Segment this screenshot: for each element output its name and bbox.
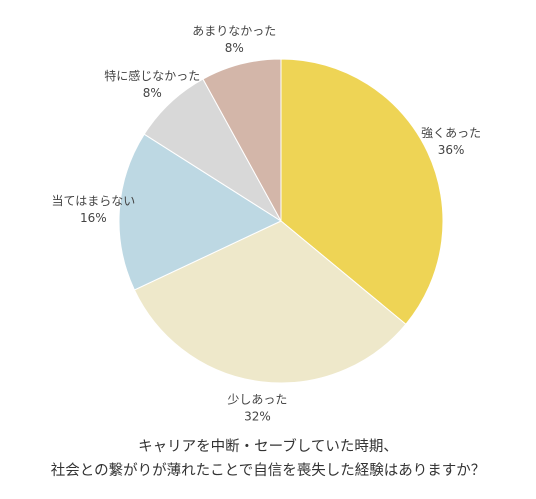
- chart-title-line-1: キャリアを中断・セーブしていた時期、: [138, 439, 398, 455]
- slice-value-3: 8%: [143, 86, 162, 100]
- slice-value-4: 8%: [225, 41, 244, 55]
- slice-label-2: 当てはまらない: [51, 194, 135, 208]
- slice-value-1: 32%: [244, 410, 271, 424]
- pie-slice-4: [202, 58, 282, 222]
- slice-label-4: あまりなかった: [192, 24, 276, 38]
- slice-value-2: 16%: [80, 211, 107, 225]
- pie-slice-0: [280, 58, 444, 325]
- slice-label-3: 特に感じなかった: [104, 68, 200, 83]
- pie-slice-1: [133, 220, 407, 384]
- slice-label-0: 強くあった: [421, 126, 481, 140]
- slice-label-1: 少しあった: [227, 393, 287, 407]
- pie-slice-2: [118, 133, 283, 291]
- chart-title-line-2: 社会との繋がりが薄れたことで自信を喪失した経験はありますか？: [50, 463, 486, 479]
- slice-value-0: 36%: [438, 143, 465, 157]
